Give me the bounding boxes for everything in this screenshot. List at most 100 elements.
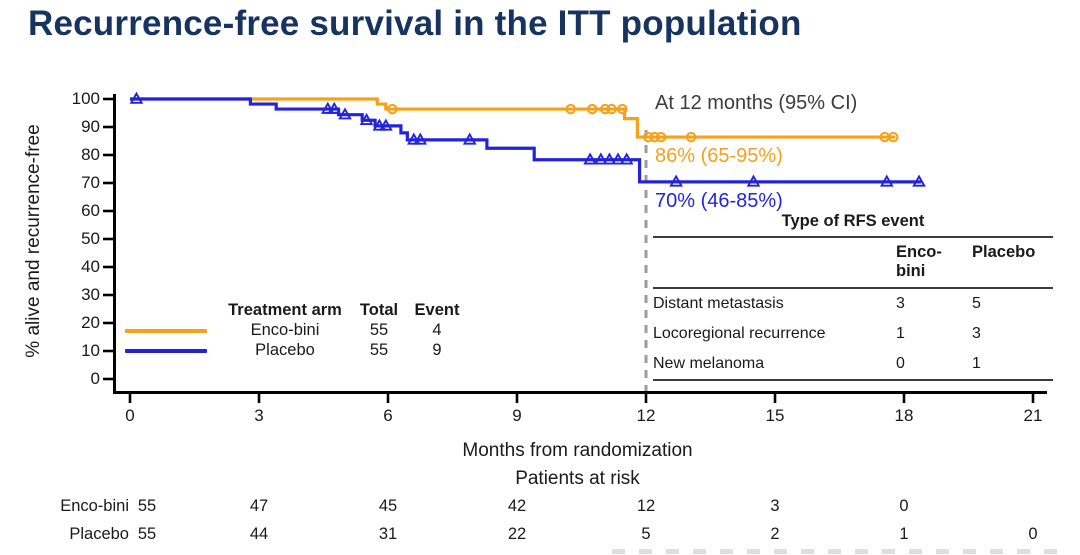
censor-circle-enco-bini: [655, 131, 667, 143]
censor-circle-enco-bini: [599, 103, 611, 115]
censor-triangle-placebo: [602, 152, 617, 165]
censor-triangle-placebo: [611, 152, 625, 165]
risk-value-placebo: 22: [507, 525, 527, 543]
x-tick-label: 21: [1023, 406, 1043, 425]
censor-triangle-placebo: [379, 118, 393, 131]
legend-header-total: Total: [359, 301, 399, 319]
x-tick-label: 6: [383, 406, 393, 425]
patients-at-risk-caption: Patients at risk: [515, 468, 640, 489]
y-tick-label: 60: [81, 201, 100, 220]
censor-triangle-placebo: [462, 132, 477, 145]
risk-value-placebo: 1: [899, 525, 909, 543]
censor-circle-enco-bini: [606, 103, 617, 115]
y-tick-label: 100: [71, 89, 100, 108]
legend-header-event: Event: [414, 301, 460, 319]
x-tick-label: 9: [512, 406, 522, 425]
censor-triangle-placebo: [583, 152, 597, 165]
censor-triangle-placebo: [669, 174, 683, 187]
table-row: New melanoma 0 1: [653, 349, 1053, 379]
cropped-footnote-strip: [612, 549, 1064, 554]
risk-value-enco-bini: 42: [507, 497, 527, 515]
rfs-row-enco-value: 3: [896, 294, 905, 312]
censor-triangle-placebo: [359, 112, 374, 126]
x-tick-label: 3: [254, 406, 264, 425]
annotation-12-months: At 12 months (95% CI): [655, 92, 858, 114]
rfs-column-placebo: Placebo: [972, 243, 1036, 261]
censor-circle-enco-bini: [387, 103, 398, 115]
rfs-table-title: Type of RFS event: [781, 212, 925, 230]
risk-value-placebo: 5: [641, 525, 651, 543]
legend-events-placebo: 9: [432, 341, 442, 359]
censor-triangle-placebo: [406, 132, 421, 145]
censor-triangle-placebo: [746, 174, 761, 187]
y-tick-label: 30: [81, 285, 100, 304]
page-title: Recurrence-free survival in the ITT popu…: [28, 4, 802, 43]
rfs-row-enco-value: 1: [896, 324, 905, 342]
censor-circle-enco-bini: [586, 103, 598, 115]
risk-value-enco-bini: 45: [378, 497, 398, 515]
censor-circle-enco-bini: [887, 131, 899, 143]
x-tick-label: 15: [765, 406, 785, 425]
y-tick-label: 50: [81, 229, 100, 248]
risk-value-placebo: 0: [1028, 525, 1038, 543]
x-tick-label: 18: [894, 406, 914, 425]
censor-triangle-placebo: [338, 107, 352, 120]
censor-circle-enco-bini: [642, 131, 654, 143]
risk-value-placebo: 55: [137, 525, 157, 543]
risk-row-label-placebo: Placebo: [69, 525, 129, 543]
risk-value-enco-bini: 0: [899, 497, 909, 515]
censor-triangle-placebo: [129, 91, 144, 104]
rfs-row-placebo-value: 3: [972, 324, 981, 342]
annotation-placebo-estimate: 70% (46-85%): [655, 190, 783, 212]
legend-total-enco-bini: 55: [369, 321, 389, 339]
censor-triangle-placebo: [327, 101, 342, 114]
censor-circle-enco-bini: [879, 131, 890, 143]
y-tick-label: 10: [81, 341, 100, 360]
rfs-row-placebo-value: 1: [972, 354, 981, 372]
risk-value-enco-bini: 47: [249, 497, 269, 515]
legend-label-enco-bini: Enco-bini: [250, 321, 320, 339]
rfs-column-enco-bini: Enco-bini: [896, 243, 942, 280]
legend-label-placebo: Placebo: [255, 341, 315, 359]
censor-circle-enco-bini: [649, 131, 660, 143]
risk-value-placebo: 44: [249, 525, 269, 543]
censor-circle-enco-bini: [565, 103, 576, 115]
censor-triangle-placebo: [879, 174, 894, 187]
risk-value-enco-bini: 55: [137, 497, 157, 515]
censor-triangle-placebo: [413, 132, 428, 145]
legend-header-arm: Treatment arm: [228, 301, 342, 319]
rfs-row-placebo-value: 5: [972, 294, 981, 312]
legend-line-placebo: [125, 349, 207, 353]
y-tick-label: 20: [81, 313, 100, 332]
rfs-event-table: Type of RFS event Enco-bini Placebo Dist…: [653, 212, 1053, 381]
y-tick-label: 0: [90, 369, 100, 388]
risk-value-placebo: 31: [378, 525, 398, 543]
table-row: Distant metastasis 3 5: [653, 289, 1053, 319]
x-tick-label: 0: [125, 406, 135, 425]
legend-total-placebo: 55: [369, 341, 389, 359]
censor-triangle-placebo: [320, 101, 335, 114]
censor-circle-enco-bini: [685, 131, 697, 143]
rfs-row-label: Locoregional recurrence: [653, 324, 826, 342]
y-tick-label: 40: [81, 257, 100, 276]
y-tick-label: 70: [81, 173, 100, 192]
risk-row-label-enco-bini: Enco-bini: [60, 497, 129, 515]
x-axis-title: Months from randomization: [462, 440, 693, 461]
risk-value-enco-bini: 3: [770, 497, 780, 515]
x-tick-label: 12: [636, 406, 656, 425]
legend-events-enco-bini: 4: [432, 321, 442, 339]
risk-value-enco-bini: 12: [636, 497, 656, 515]
y-tick-label: 80: [81, 145, 100, 164]
y-tick-label: 90: [81, 117, 100, 136]
censor-triangle-placebo: [372, 118, 387, 131]
y-axis-title: % alive and recurrence-free: [23, 124, 44, 358]
rfs-header-spacer: [653, 243, 896, 281]
annotation-enco-estimate: 86% (65-95%): [655, 145, 783, 167]
table-row: Locoregional recurrence 1 3: [653, 319, 1053, 349]
censor-triangle-placebo: [594, 152, 608, 165]
risk-value-placebo: 2: [770, 525, 780, 543]
legend-line-enco-bini: [125, 329, 207, 333]
censor-circle-enco-bini: [617, 103, 628, 115]
censor-triangle-placebo: [619, 152, 634, 165]
